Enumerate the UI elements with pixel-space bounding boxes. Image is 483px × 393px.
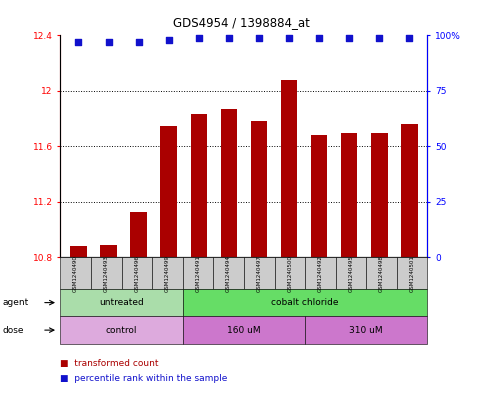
Text: ■  transformed count: ■ transformed count	[60, 359, 159, 368]
Text: control: control	[106, 326, 137, 334]
Text: untreated: untreated	[99, 298, 144, 307]
Bar	[190, 114, 207, 257]
Point	[315, 35, 323, 41]
Point	[135, 39, 142, 45]
Text: GSM1240499: GSM1240499	[165, 255, 170, 292]
Bar	[311, 135, 327, 257]
Text: GSM1240492: GSM1240492	[318, 255, 323, 292]
Point	[345, 35, 353, 41]
Text: GSM1240493: GSM1240493	[104, 255, 109, 292]
Text: GSM1240491: GSM1240491	[196, 255, 200, 292]
Point	[225, 35, 233, 41]
Bar	[221, 109, 237, 257]
Bar	[341, 132, 357, 257]
Text: agent: agent	[2, 298, 28, 307]
Point	[74, 39, 82, 45]
Text: 160 uM: 160 uM	[227, 326, 261, 334]
Bar	[281, 80, 298, 257]
Point	[285, 35, 293, 41]
Bar	[70, 246, 87, 257]
Point	[105, 39, 113, 45]
Text: dose: dose	[2, 326, 24, 334]
Text: GSM1240497: GSM1240497	[256, 255, 262, 292]
Text: GSM1240495: GSM1240495	[348, 255, 354, 292]
Point	[165, 37, 172, 43]
Point	[406, 35, 413, 41]
Text: GSM1240494: GSM1240494	[226, 255, 231, 292]
Text: cobalt chloride: cobalt chloride	[271, 298, 339, 307]
Text: GSM1240500: GSM1240500	[287, 255, 292, 292]
Bar	[130, 211, 147, 257]
Bar	[100, 245, 117, 257]
Bar	[371, 132, 387, 257]
Text: GDS4954 / 1398884_at: GDS4954 / 1398884_at	[173, 16, 310, 29]
Text: 310 uM: 310 uM	[350, 326, 383, 334]
Point	[375, 35, 383, 41]
Point	[195, 35, 203, 41]
Text: GSM1240490: GSM1240490	[73, 255, 78, 292]
Point	[255, 35, 263, 41]
Text: GSM1240498: GSM1240498	[379, 255, 384, 292]
Text: GSM1240496: GSM1240496	[134, 255, 140, 292]
Bar	[251, 121, 267, 257]
Text: ■  percentile rank within the sample: ■ percentile rank within the sample	[60, 374, 228, 382]
Bar	[401, 124, 418, 257]
Bar	[160, 126, 177, 257]
Text: GSM1240501: GSM1240501	[410, 255, 415, 292]
